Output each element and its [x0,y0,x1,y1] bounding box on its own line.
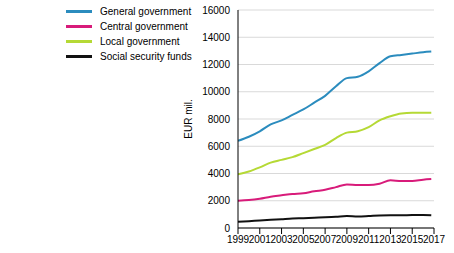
svg-text:4000: 4000 [208,168,231,179]
svg-text:2001: 2001 [249,234,272,245]
html-text:Local government: Local government [100,36,180,47]
svg-text:EUR mil.: EUR mil. [183,99,194,138]
svg-text:2007: 2007 [314,234,337,245]
svg-text:6000: 6000 [208,141,231,152]
svg-text:2013: 2013 [379,234,402,245]
html-text:Social security funds: Social security funds [100,51,192,62]
svg-text:0: 0 [224,223,230,234]
svg-text:8000: 8000 [208,114,231,125]
svg-text:2015: 2015 [401,234,424,245]
svg-text:2017: 2017 [423,234,446,245]
svg-text:1999: 1999 [227,234,250,245]
html-text:Central government: Central government [100,21,188,32]
svg-text:2000: 2000 [208,195,231,206]
svg-text:16000: 16000 [202,5,230,16]
svg-text:2005: 2005 [292,234,315,245]
svg-text:2003: 2003 [270,234,293,245]
svg-text:10000: 10000 [202,86,230,97]
svg-text:2009: 2009 [336,234,359,245]
html-text:General government: General government [100,6,192,17]
svg-text:2011: 2011 [358,234,380,245]
svg-text:12000: 12000 [202,59,230,70]
svg-text:14000: 14000 [202,32,230,43]
